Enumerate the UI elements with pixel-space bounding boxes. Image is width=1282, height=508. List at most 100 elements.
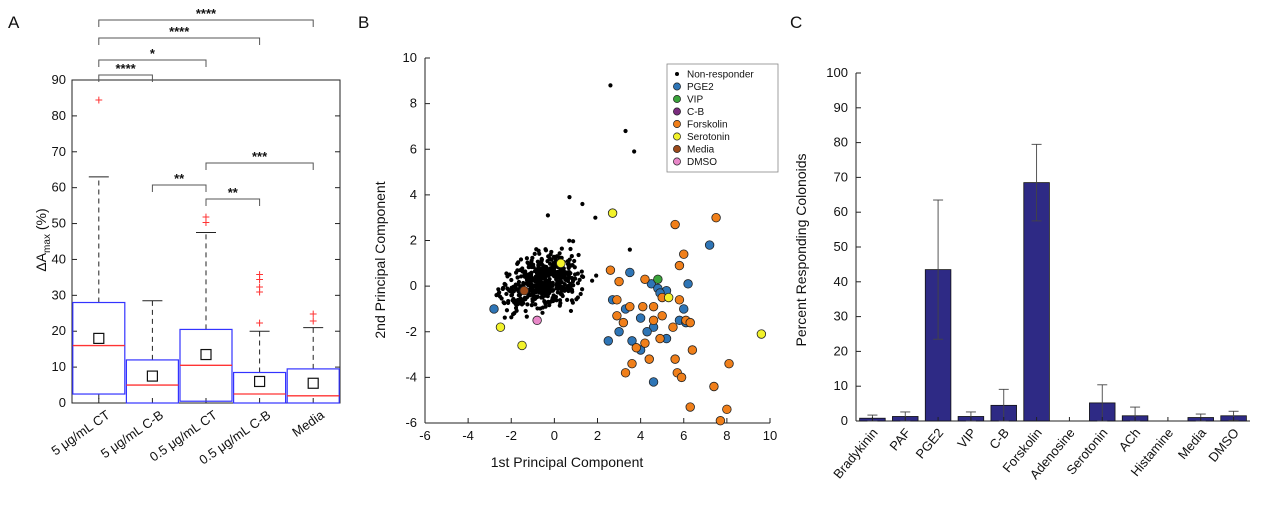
y-tick-label: 60 — [834, 204, 848, 219]
significance-bracket — [205, 198, 261, 206]
non-responder-point — [579, 269, 584, 274]
non-responder-point — [557, 255, 562, 260]
x-tick-label: Media — [1175, 425, 1210, 462]
y-tick-label: 0 — [841, 413, 848, 428]
x-tick-label: VIP — [954, 425, 979, 451]
non-responder-point — [559, 291, 564, 297]
non-responder-point — [608, 83, 613, 88]
non-responder-point — [547, 256, 552, 261]
y-tick-label: 60 — [52, 180, 66, 195]
non-responder-point — [515, 268, 520, 273]
non-responder-point — [557, 251, 562, 256]
non-responder-point — [580, 274, 586, 280]
non-responder-point — [568, 281, 573, 287]
scatter-legend-box — [666, 63, 779, 173]
outlier-marker: + — [256, 314, 264, 330]
y-tick-label: 90 — [834, 100, 848, 115]
non-responder-point — [550, 297, 555, 302]
media-point — [519, 285, 529, 296]
non-responder-point — [535, 294, 540, 300]
y-tick-label: 70 — [52, 144, 66, 159]
legend-marker — [673, 82, 681, 91]
significance-bracket — [205, 162, 314, 170]
pge2-point — [635, 313, 646, 323]
non-responder-point — [515, 261, 520, 266]
iqr-box — [233, 371, 287, 404]
x-tick-label: -4 — [462, 428, 474, 443]
forskolin-point — [655, 333, 665, 344]
non-responder-point — [556, 271, 561, 276]
forskolin-point — [648, 315, 659, 326]
non-responder-point — [566, 286, 571, 292]
non-responder-point — [554, 298, 559, 303]
non-responder-point — [567, 195, 572, 200]
non-responder-point — [594, 273, 599, 278]
forskolin-point — [715, 416, 726, 426]
non-responder-point — [518, 274, 524, 279]
y-tick-label: 50 — [834, 239, 848, 254]
non-responder-point — [557, 275, 563, 280]
mean-marker — [254, 375, 266, 388]
non-responder-point — [548, 281, 553, 286]
legend-entry: C-B — [687, 107, 705, 118]
significance-label: ** — [228, 185, 239, 200]
non-responder-point — [516, 282, 521, 287]
non-responder-point — [509, 315, 514, 320]
non-responder-point — [590, 278, 595, 283]
non-responder-point — [535, 306, 540, 311]
non-responder-point — [504, 308, 510, 313]
non-responder-point — [575, 295, 580, 300]
y-label-tail: (%) — [33, 208, 49, 234]
x-tick-label: 4 — [637, 428, 644, 443]
non-responder-point — [540, 310, 545, 315]
legend-marker — [673, 145, 681, 153]
x-tick-label: Bradykinin — [830, 425, 881, 481]
significance-bracket — [98, 74, 153, 82]
y-tick-label: -6 — [405, 415, 417, 430]
pge2-point — [646, 279, 657, 289]
non-responder-point — [535, 276, 540, 282]
non-responder-point — [539, 256, 544, 262]
forskolin-point — [620, 368, 631, 378]
non-responder-point — [623, 128, 628, 134]
legend-entry: Serotonin — [687, 132, 730, 143]
non-responder-point — [567, 257, 572, 262]
non-responder-point — [515, 275, 520, 280]
y-tick-label: 30 — [52, 287, 66, 302]
serotonin-point — [556, 258, 566, 269]
significance-bracket — [151, 184, 207, 192]
non-responder-point — [555, 290, 560, 295]
non-responder-point — [551, 265, 556, 270]
non-responder-point — [538, 270, 544, 275]
non-responder-point — [568, 246, 573, 252]
y-tick-label: 80 — [834, 135, 848, 150]
non-responder-point — [565, 297, 570, 302]
y-tick-label: -2 — [405, 324, 417, 339]
non-responder-point — [568, 308, 574, 314]
pge2-point — [489, 304, 499, 314]
forskolin-point — [640, 338, 650, 348]
significance-label: *** — [252, 149, 268, 164]
forskolin-point — [612, 311, 622, 321]
non-responder-point — [531, 262, 536, 267]
forskolin-point — [685, 402, 695, 412]
x-tick-label: -6 — [419, 428, 431, 443]
non-responder-point — [560, 288, 565, 293]
y-tick-label: 10 — [403, 50, 417, 65]
y-tick-label: 0 — [59, 395, 66, 410]
forskolin-point — [674, 260, 685, 271]
non-responder-point — [539, 285, 544, 291]
non-responder-point — [562, 281, 567, 287]
non-responder-point — [524, 256, 529, 261]
non-responder-point — [572, 258, 577, 264]
pge2-point — [679, 304, 689, 314]
non-responder-point — [518, 301, 523, 306]
y-tick-label: 0 — [410, 278, 417, 293]
non-responder-point — [520, 266, 525, 271]
non-responder-point — [578, 291, 583, 297]
non-responder-point — [502, 315, 507, 320]
non-responder-point — [494, 293, 499, 298]
y-tick-label: 10 — [834, 378, 848, 393]
forskolin-point — [657, 311, 667, 321]
non-responder-point — [571, 239, 576, 244]
